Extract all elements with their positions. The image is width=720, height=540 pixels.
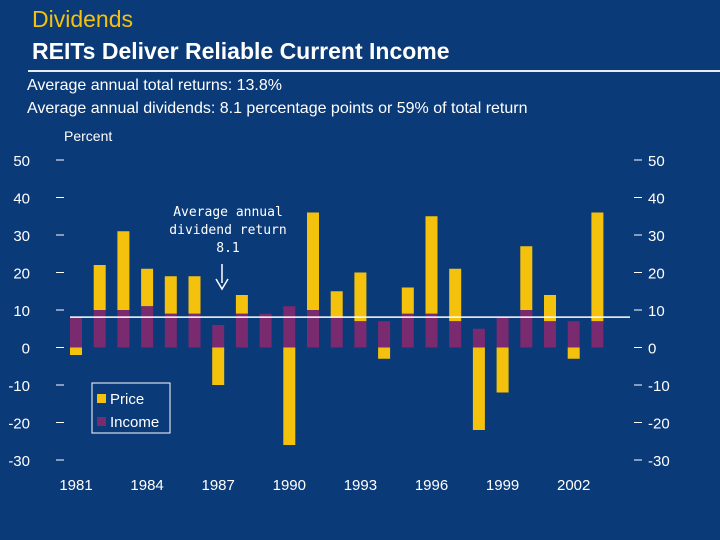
y-tick-label-left: 20 bbox=[13, 266, 30, 283]
income-bar bbox=[567, 321, 580, 348]
y-tick-label-left: 0 bbox=[22, 341, 30, 358]
income-bar bbox=[591, 321, 604, 348]
y-tick-label-right: 10 bbox=[648, 303, 665, 320]
price-bar bbox=[141, 268, 154, 307]
price-bar bbox=[425, 216, 438, 314]
y-tick-label-left: -10 bbox=[8, 378, 30, 395]
y-tick-label-left: -30 bbox=[8, 453, 30, 470]
price-bar bbox=[117, 231, 130, 310]
income-bar bbox=[70, 317, 82, 348]
x-tick-label: 2002 bbox=[557, 477, 590, 494]
income-bar bbox=[354, 321, 367, 348]
income-bar bbox=[520, 310, 533, 348]
legend-swatch-price bbox=[97, 394, 106, 403]
income-bar bbox=[93, 310, 106, 348]
income-bar bbox=[330, 317, 343, 348]
price-bar bbox=[378, 347, 391, 359]
income-bar bbox=[425, 313, 438, 348]
x-tick-label: 1990 bbox=[273, 477, 306, 494]
x-tick-label: 1999 bbox=[486, 477, 519, 494]
income-bar bbox=[283, 306, 296, 348]
price-bar bbox=[401, 287, 414, 314]
annotation-text: Average annual bbox=[173, 205, 283, 220]
total-returns-text: Average annual total returns: 13.8% bbox=[27, 77, 282, 94]
income-bar bbox=[401, 313, 414, 348]
price-bar bbox=[496, 347, 509, 393]
x-tick-label: 1993 bbox=[344, 477, 377, 494]
legend-label-income: Income bbox=[110, 414, 159, 431]
title-divider bbox=[28, 70, 720, 72]
y-tick-label-left: 10 bbox=[13, 303, 30, 320]
y-tick-label-right: 20 bbox=[648, 266, 665, 283]
income-bar bbox=[496, 317, 509, 348]
annotation-text: 8.1 bbox=[216, 241, 239, 256]
y-tick-label-right: 30 bbox=[648, 228, 665, 245]
dividends-text: Average annual dividends: 8.1 percentage… bbox=[27, 100, 528, 117]
y-tick-label-left: 50 bbox=[13, 153, 30, 170]
price-bar bbox=[235, 295, 248, 314]
legend-swatch-income bbox=[97, 417, 106, 426]
x-tick-label: 1981 bbox=[59, 477, 92, 494]
income-bar bbox=[544, 321, 556, 348]
income-bar bbox=[307, 310, 319, 348]
price-bar bbox=[330, 291, 343, 318]
income-bar bbox=[188, 313, 201, 348]
price-bar bbox=[472, 347, 485, 430]
income-bar bbox=[141, 306, 154, 348]
y-tick-label-right: -30 bbox=[648, 453, 670, 470]
page-subtitle: REITs Deliver Reliable Current Income bbox=[32, 38, 450, 64]
price-bar bbox=[212, 347, 225, 385]
income-bar bbox=[117, 310, 130, 348]
price-bar bbox=[591, 212, 604, 322]
price-bar bbox=[354, 272, 367, 322]
x-tick-label: 1987 bbox=[202, 477, 235, 494]
y-tick-label-right: 50 bbox=[648, 153, 665, 170]
income-bar bbox=[235, 313, 248, 348]
income-bar bbox=[164, 313, 177, 348]
y-tick-label-left: -20 bbox=[8, 416, 30, 433]
y-tick-label-right: 40 bbox=[648, 191, 665, 208]
income-bar bbox=[259, 313, 272, 348]
price-bar bbox=[520, 246, 533, 310]
price-bar bbox=[93, 265, 106, 310]
y-tick-label-left: 30 bbox=[13, 228, 30, 245]
price-bar bbox=[449, 268, 462, 322]
x-tick-label: 1984 bbox=[130, 477, 163, 494]
legend-label-price: Price bbox=[110, 391, 144, 408]
annotation-arrow-head bbox=[215, 278, 229, 291]
income-bar bbox=[449, 321, 462, 348]
x-tick-label: 1996 bbox=[415, 477, 448, 494]
y-tick-label-right: -10 bbox=[648, 378, 670, 395]
price-bar bbox=[283, 347, 296, 445]
price-bar bbox=[544, 295, 556, 322]
y-tick-label-left: 40 bbox=[13, 191, 30, 208]
price-bar bbox=[567, 347, 580, 359]
income-bar bbox=[472, 328, 485, 348]
page-title: Dividends bbox=[32, 6, 133, 32]
price-bar bbox=[70, 347, 82, 355]
income-bar bbox=[212, 325, 225, 348]
unit-label: Percent bbox=[64, 128, 113, 144]
y-tick-label-right: -20 bbox=[648, 416, 670, 433]
annotation-text: dividend return bbox=[169, 223, 286, 238]
y-tick-label-right: 0 bbox=[648, 341, 656, 358]
price-bar bbox=[164, 276, 177, 314]
price-bar bbox=[307, 212, 319, 310]
price-bar bbox=[188, 276, 201, 314]
income-bar bbox=[378, 321, 391, 348]
